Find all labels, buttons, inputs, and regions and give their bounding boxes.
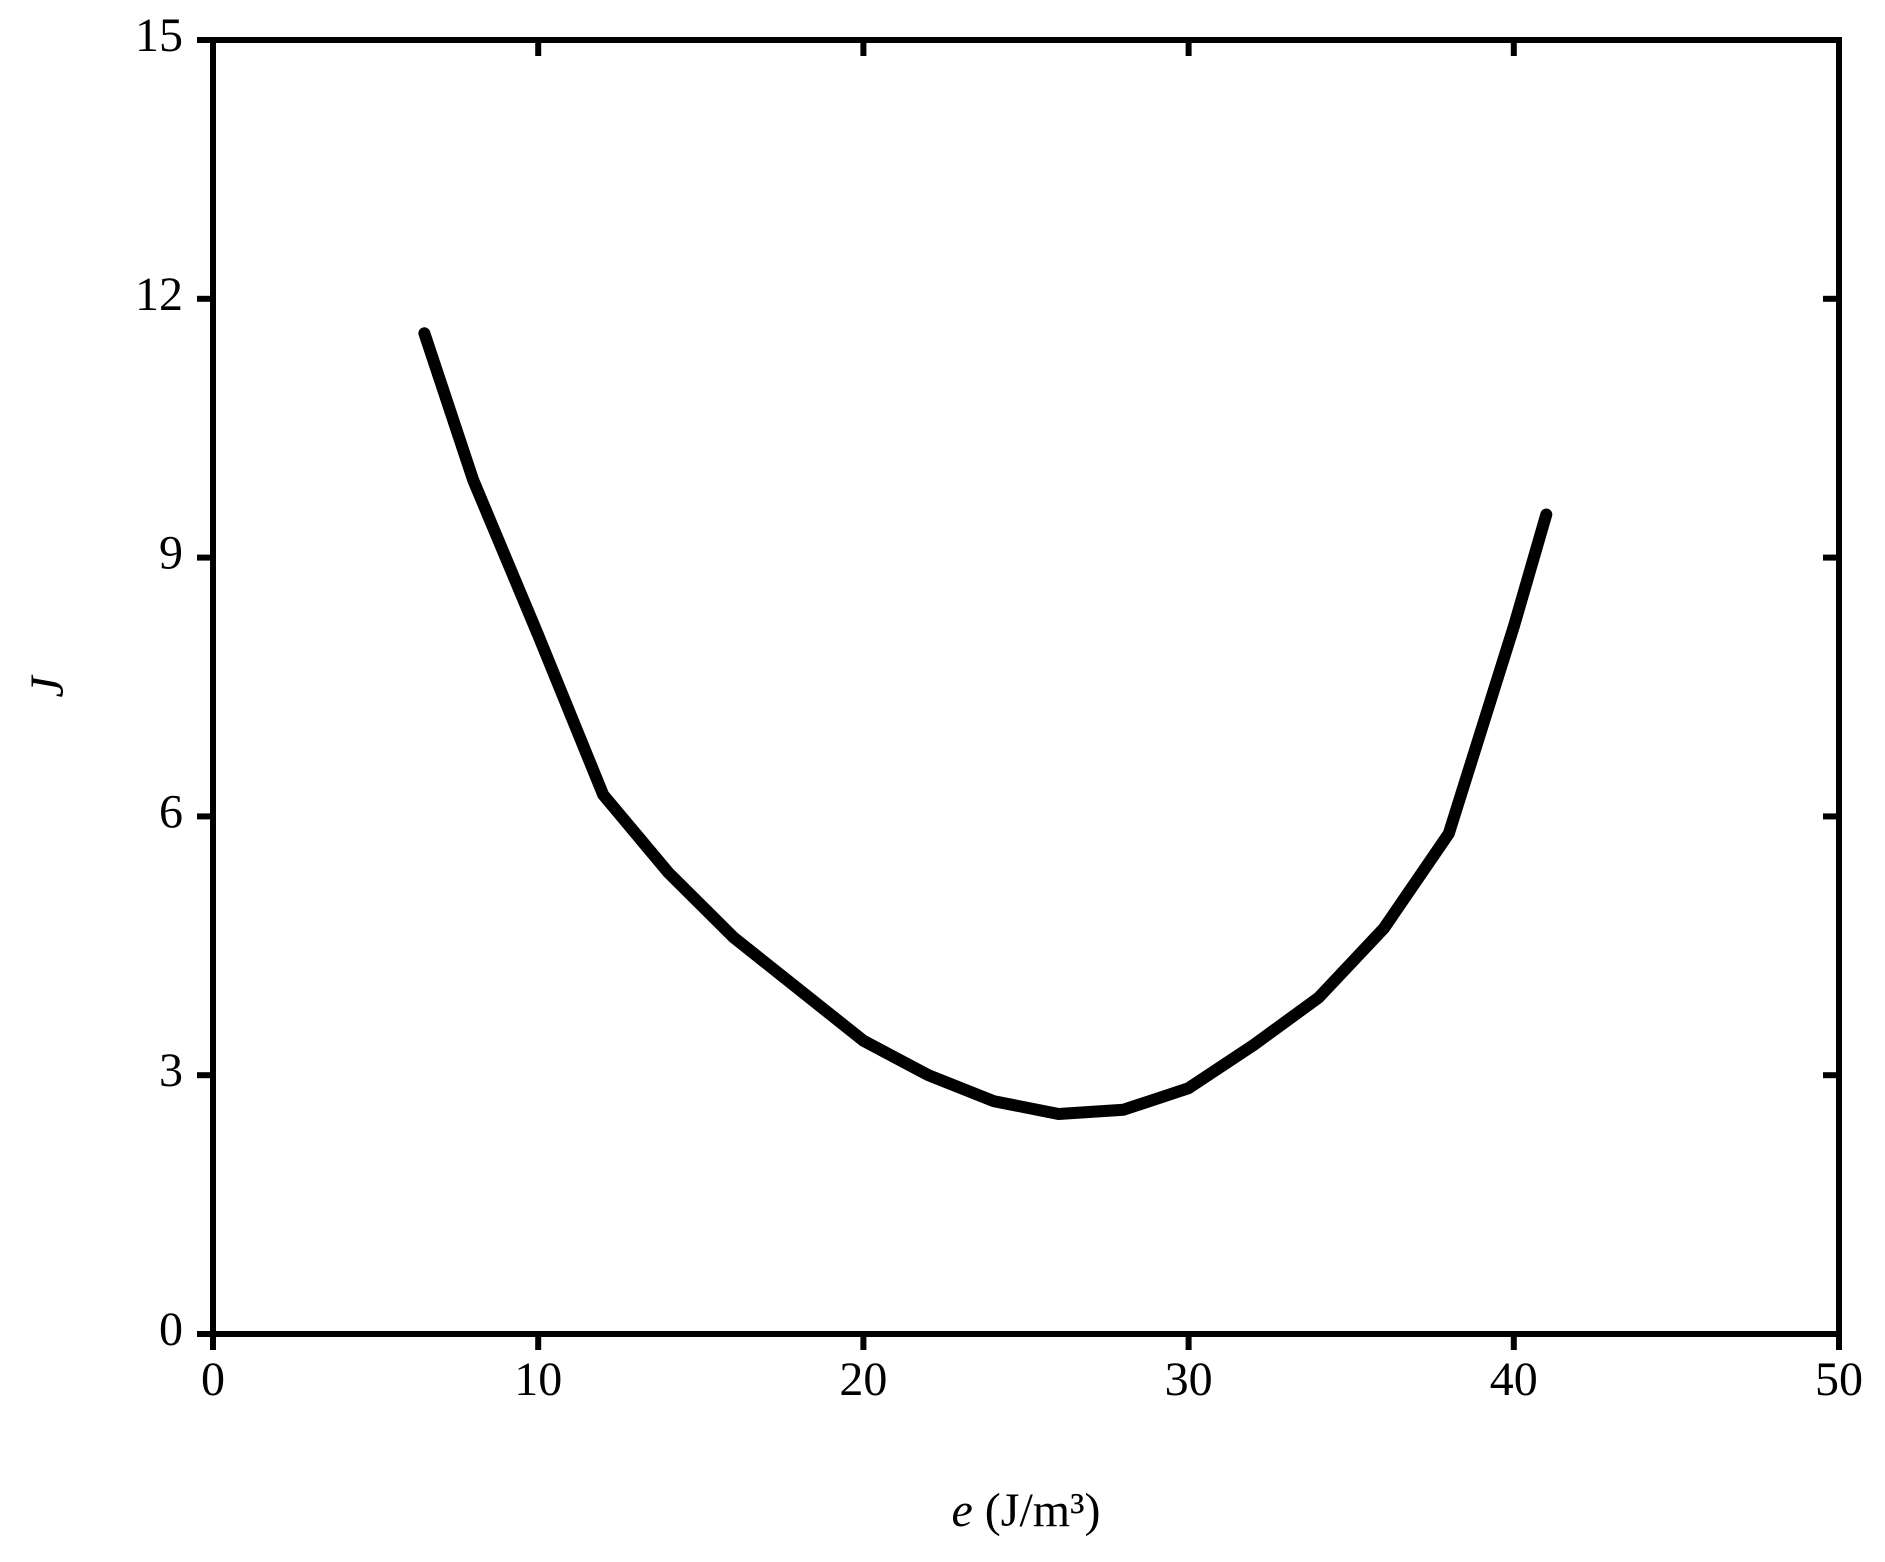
x-axis-unit: (J/m³) (985, 1484, 1101, 1537)
x-axis-symbol: e (951, 1484, 972, 1537)
x-axis-label: e (J/m³) (951, 1484, 1100, 1537)
y-tick-label: 12 (135, 268, 183, 321)
y-tick-label: 15 (135, 9, 183, 62)
data-line (418, 327, 1553, 1121)
y-tick-label: 3 (159, 1044, 183, 1097)
plot-frame (210, 37, 1842, 1337)
x-tick-label: 0 (201, 1353, 225, 1406)
y-tick-label: 0 (159, 1303, 183, 1356)
x-tick-label: 10 (514, 1353, 562, 1406)
x-tick-label: 30 (1165, 1353, 1213, 1406)
x-tick-label: 40 (1490, 1353, 1538, 1406)
x-tick-label: 50 (1815, 1353, 1863, 1406)
y-tick-label: 9 (159, 527, 183, 580)
y-axis-label: J (21, 674, 74, 698)
x-tick-label: 20 (839, 1353, 887, 1406)
y-tick-label: 6 (159, 785, 183, 838)
